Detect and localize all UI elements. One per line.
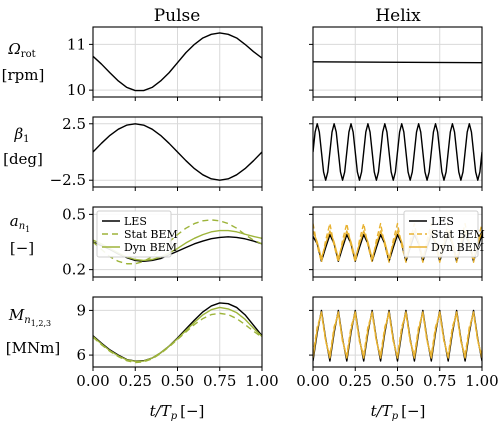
series-group-pulse-beta <box>93 123 262 181</box>
series-group-pulse-omega <box>93 32 262 92</box>
legend-label-pulse-an-1: Stat BEM <box>124 228 178 241</box>
xtick-label-helix-m-2: 0.50 <box>381 372 414 390</box>
ytick-label-pulse-beta-0: −2.5 <box>50 171 86 189</box>
xlabel-pulse-sub: p <box>171 411 178 422</box>
legend-label-pulse-an-2: Dyn BEM <box>124 241 177 254</box>
row-label-beta-symbol: β <box>13 125 23 143</box>
xlabel-helix-sub: p <box>392 411 399 422</box>
legend-box-helix-an <box>403 210 479 258</box>
panel-pulse-m: 6 9 0.00 0.25 0.50 0.75 1.00 <box>76 296 279 390</box>
legend-label-helix-an-1: Stat BEM <box>431 228 485 241</box>
svg-text:Mn1,2,3: Mn1,2,3 <box>8 306 51 328</box>
series-pulse-omega-0 <box>93 32 262 92</box>
ytick-label-pulse-an-1: 0.5 <box>62 205 86 223</box>
row-label-omega: Ωrot [rpm] <box>2 40 45 84</box>
series-pulse-an-1 <box>93 219 262 265</box>
legend-box-pulse-an <box>96 210 172 258</box>
series-helix-an-1 <box>313 222 482 263</box>
xlabel-helix: t/Tp [−] <box>371 402 426 422</box>
row-label-beta-sub: 1 <box>23 134 29 145</box>
panel-helix-beta <box>309 116 483 191</box>
svg-text:an1: an1 <box>10 212 31 234</box>
series-helix-m-2 <box>313 311 482 359</box>
row-label-an-unit: [−] <box>10 239 34 257</box>
ytick-label-pulse-beta-1: 2.5 <box>62 115 86 133</box>
xtick-label-helix-m-3: 0.75 <box>423 372 456 390</box>
series-group-helix-m <box>313 309 482 362</box>
row-label-an-subsub: 1 <box>25 225 30 234</box>
legend-label-pulse-an-0: LES <box>124 215 147 228</box>
row-label-beta-unit: [deg] <box>3 150 43 168</box>
row-label-m-unit: [MNm] <box>6 339 60 357</box>
ytick-label-pulse-m-1: 9 <box>76 301 86 319</box>
xtick-label-helix-m-1: 0.25 <box>339 372 372 390</box>
row-label-omega-unit: [rpm] <box>2 66 45 84</box>
xtick-label-pulse-m-4: 1.00 <box>245 372 278 390</box>
row-label-an-sub: n <box>19 221 25 232</box>
xlabel-helix-main: t/T <box>371 402 393 420</box>
xlabel-pulse-main: t/T <box>150 402 172 420</box>
series-group-pulse-m <box>93 302 262 364</box>
ytick-label-pulse-omega-0: 10 <box>67 81 86 99</box>
panel-helix-omega <box>309 26 483 101</box>
xlabel-helix-unit: [−] <box>401 402 425 420</box>
row-label-omega-symbol: Ω <box>7 40 20 58</box>
series-helix-omega-0 <box>313 61 482 64</box>
row-label-omega-sub: rot <box>21 49 36 60</box>
row-label-an: an1 [−] <box>10 212 34 257</box>
row-label-m-symbol: M <box>8 306 25 324</box>
xtick-label-helix-m-4: 1.00 <box>465 372 498 390</box>
ytick-label-pulse-an-0: 0.2 <box>62 261 86 279</box>
row-label-beta: β1 [deg] <box>3 125 43 168</box>
row-label-m: Mn1,2,3 [MNm] <box>6 306 60 357</box>
row-label-an-symbol: a <box>10 212 19 230</box>
xtick-label-pulse-m-2: 0.50 <box>161 372 194 390</box>
xtick-label-pulse-m-0: 0.00 <box>76 372 109 390</box>
xlabel-pulse-unit: [−] <box>180 402 204 420</box>
svg-text:β1: β1 <box>13 125 29 145</box>
series-group-helix-beta <box>313 123 482 181</box>
column-title-pulse: Pulse <box>154 6 201 26</box>
row-label-m-sub: n <box>24 315 30 326</box>
series-pulse-beta-0 <box>93 123 262 181</box>
xtick-label-pulse-m-1: 0.25 <box>119 372 152 390</box>
svg-text:Ωrot: Ωrot <box>7 40 35 60</box>
row-label-m-subsub: 1,2,3 <box>31 319 51 328</box>
xtick-label-helix-m-0: 0.00 <box>296 372 329 390</box>
legend-label-helix-an-2: Dyn BEM <box>431 241 484 254</box>
xtick-label-pulse-m-3: 0.75 <box>203 372 236 390</box>
column-title-helix: Helix <box>375 6 421 26</box>
series-group-helix-omega <box>313 61 482 64</box>
series-pulse-m-1 <box>93 312 262 364</box>
series-helix-beta-0 <box>313 123 482 181</box>
ytick-label-pulse-m-0: 6 <box>76 346 86 364</box>
panel-pulse-omega: 10 11 <box>67 26 263 101</box>
panel-pulse-beta: −2.5 2.5 <box>50 115 263 191</box>
ytick-label-pulse-omega-1: 11 <box>67 35 86 53</box>
xlabel-pulse: t/Tp [−] <box>150 402 205 422</box>
series-pulse-m-2 <box>93 306 262 363</box>
legend-label-helix-an-0: LES <box>431 215 454 228</box>
panel-helix-m: 0.00 0.25 0.50 0.75 1.00 <box>296 296 499 390</box>
